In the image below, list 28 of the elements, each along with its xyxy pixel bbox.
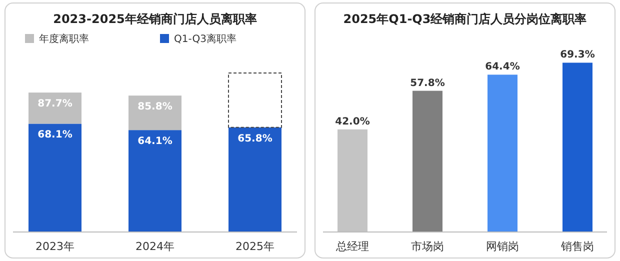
bar bbox=[412, 90, 442, 232]
chart-title: 2023-2025年经销商门店人员离职率 bbox=[53, 12, 257, 26]
x-tick-label: 网销岗 bbox=[486, 240, 519, 253]
data-label: 42.0% bbox=[335, 116, 370, 128]
data-label: 68.1% bbox=[38, 130, 72, 141]
bar bbox=[488, 74, 518, 232]
bar bbox=[128, 130, 182, 232]
legend-label: Q1-Q3离职率 bbox=[174, 33, 236, 45]
bar bbox=[128, 96, 182, 130]
total-label: 85.8% bbox=[138, 102, 172, 113]
bar bbox=[28, 124, 82, 232]
data-label: 69.3% bbox=[560, 50, 595, 61]
bar bbox=[562, 62, 592, 232]
bar bbox=[228, 127, 282, 232]
x-tick-label: 2024年 bbox=[136, 240, 174, 253]
legend-label: 年度离职率 bbox=[39, 33, 89, 45]
x-tick-label: 2025年 bbox=[236, 240, 274, 253]
x-tick-label: 总经理 bbox=[335, 240, 369, 253]
x-tick-label: 销售岗 bbox=[560, 240, 594, 253]
x-tick-label: 市场岗 bbox=[411, 240, 444, 253]
x-tick-label: 2023年 bbox=[36, 240, 74, 253]
data-label: 64.4% bbox=[485, 62, 520, 73]
data-label: 64.1% bbox=[138, 136, 172, 148]
total-label: 87.7% bbox=[38, 98, 72, 110]
data-label: 57.8% bbox=[410, 78, 445, 89]
chart-title: 2025年Q1-Q3经销商门店人员分岗位离职率 bbox=[343, 12, 587, 26]
data-label: 65.8% bbox=[238, 133, 272, 144]
bar bbox=[28, 92, 82, 124]
